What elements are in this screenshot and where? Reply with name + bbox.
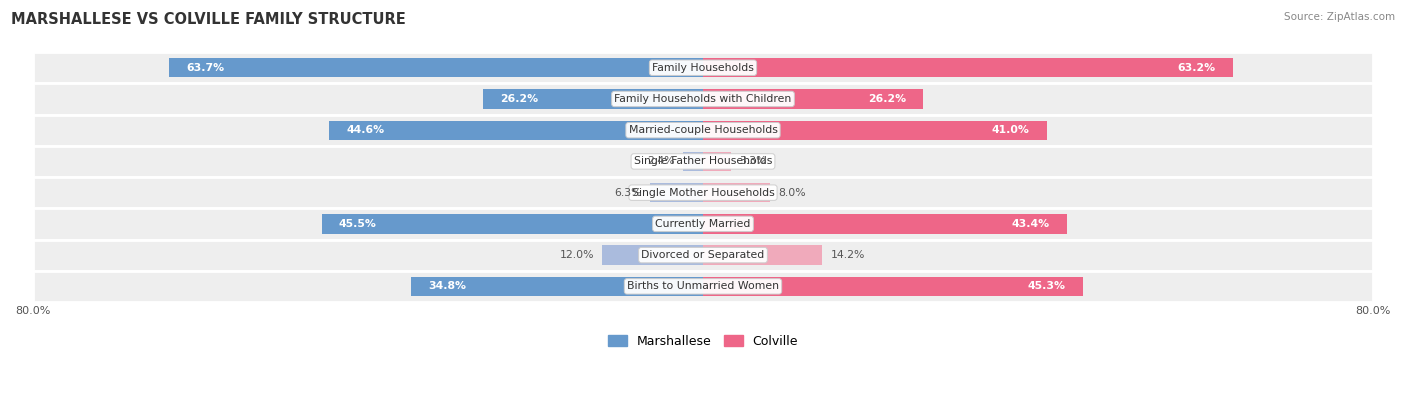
Text: 45.5%: 45.5%: [339, 219, 377, 229]
Text: Family Households: Family Households: [652, 63, 754, 73]
Text: Married-couple Households: Married-couple Households: [628, 125, 778, 135]
Bar: [703, 58, 1233, 77]
Text: Single Father Households: Single Father Households: [634, 156, 772, 166]
Bar: [484, 89, 703, 109]
Text: 26.2%: 26.2%: [501, 94, 538, 104]
Text: Family Households with Children: Family Households with Children: [614, 94, 792, 104]
Bar: [412, 276, 703, 296]
Text: 63.7%: 63.7%: [186, 63, 224, 73]
Bar: [32, 83, 1374, 115]
Text: 44.6%: 44.6%: [346, 125, 384, 135]
Bar: [169, 58, 703, 77]
Bar: [650, 183, 703, 202]
Bar: [703, 214, 1067, 233]
Bar: [32, 208, 1374, 239]
Bar: [602, 245, 703, 265]
Legend: Marshallese, Colville: Marshallese, Colville: [603, 330, 803, 353]
Bar: [329, 120, 703, 140]
Text: Divorced or Separated: Divorced or Separated: [641, 250, 765, 260]
Bar: [683, 152, 703, 171]
Bar: [703, 89, 922, 109]
Bar: [703, 120, 1046, 140]
Text: 6.3%: 6.3%: [614, 188, 641, 198]
Bar: [322, 214, 703, 233]
Bar: [32, 239, 1374, 271]
Bar: [703, 183, 770, 202]
Text: 45.3%: 45.3%: [1028, 281, 1066, 292]
Text: Single Mother Households: Single Mother Households: [631, 188, 775, 198]
Text: 41.0%: 41.0%: [991, 125, 1029, 135]
Text: 63.2%: 63.2%: [1178, 63, 1216, 73]
Bar: [703, 276, 1083, 296]
Text: 8.0%: 8.0%: [779, 188, 806, 198]
Text: 3.3%: 3.3%: [740, 156, 766, 166]
Text: Source: ZipAtlas.com: Source: ZipAtlas.com: [1284, 12, 1395, 22]
Text: 14.2%: 14.2%: [831, 250, 865, 260]
Bar: [32, 52, 1374, 83]
Text: 26.2%: 26.2%: [868, 94, 905, 104]
Text: MARSHALLESE VS COLVILLE FAMILY STRUCTURE: MARSHALLESE VS COLVILLE FAMILY STRUCTURE: [11, 12, 406, 27]
Text: Currently Married: Currently Married: [655, 219, 751, 229]
Text: Births to Unmarried Women: Births to Unmarried Women: [627, 281, 779, 292]
Text: 43.4%: 43.4%: [1012, 219, 1050, 229]
Bar: [32, 115, 1374, 146]
Text: 34.8%: 34.8%: [429, 281, 467, 292]
Bar: [703, 152, 731, 171]
Text: 12.0%: 12.0%: [560, 250, 595, 260]
Bar: [703, 245, 823, 265]
Bar: [32, 177, 1374, 208]
Text: 2.4%: 2.4%: [647, 156, 675, 166]
Bar: [32, 271, 1374, 302]
Bar: [32, 146, 1374, 177]
